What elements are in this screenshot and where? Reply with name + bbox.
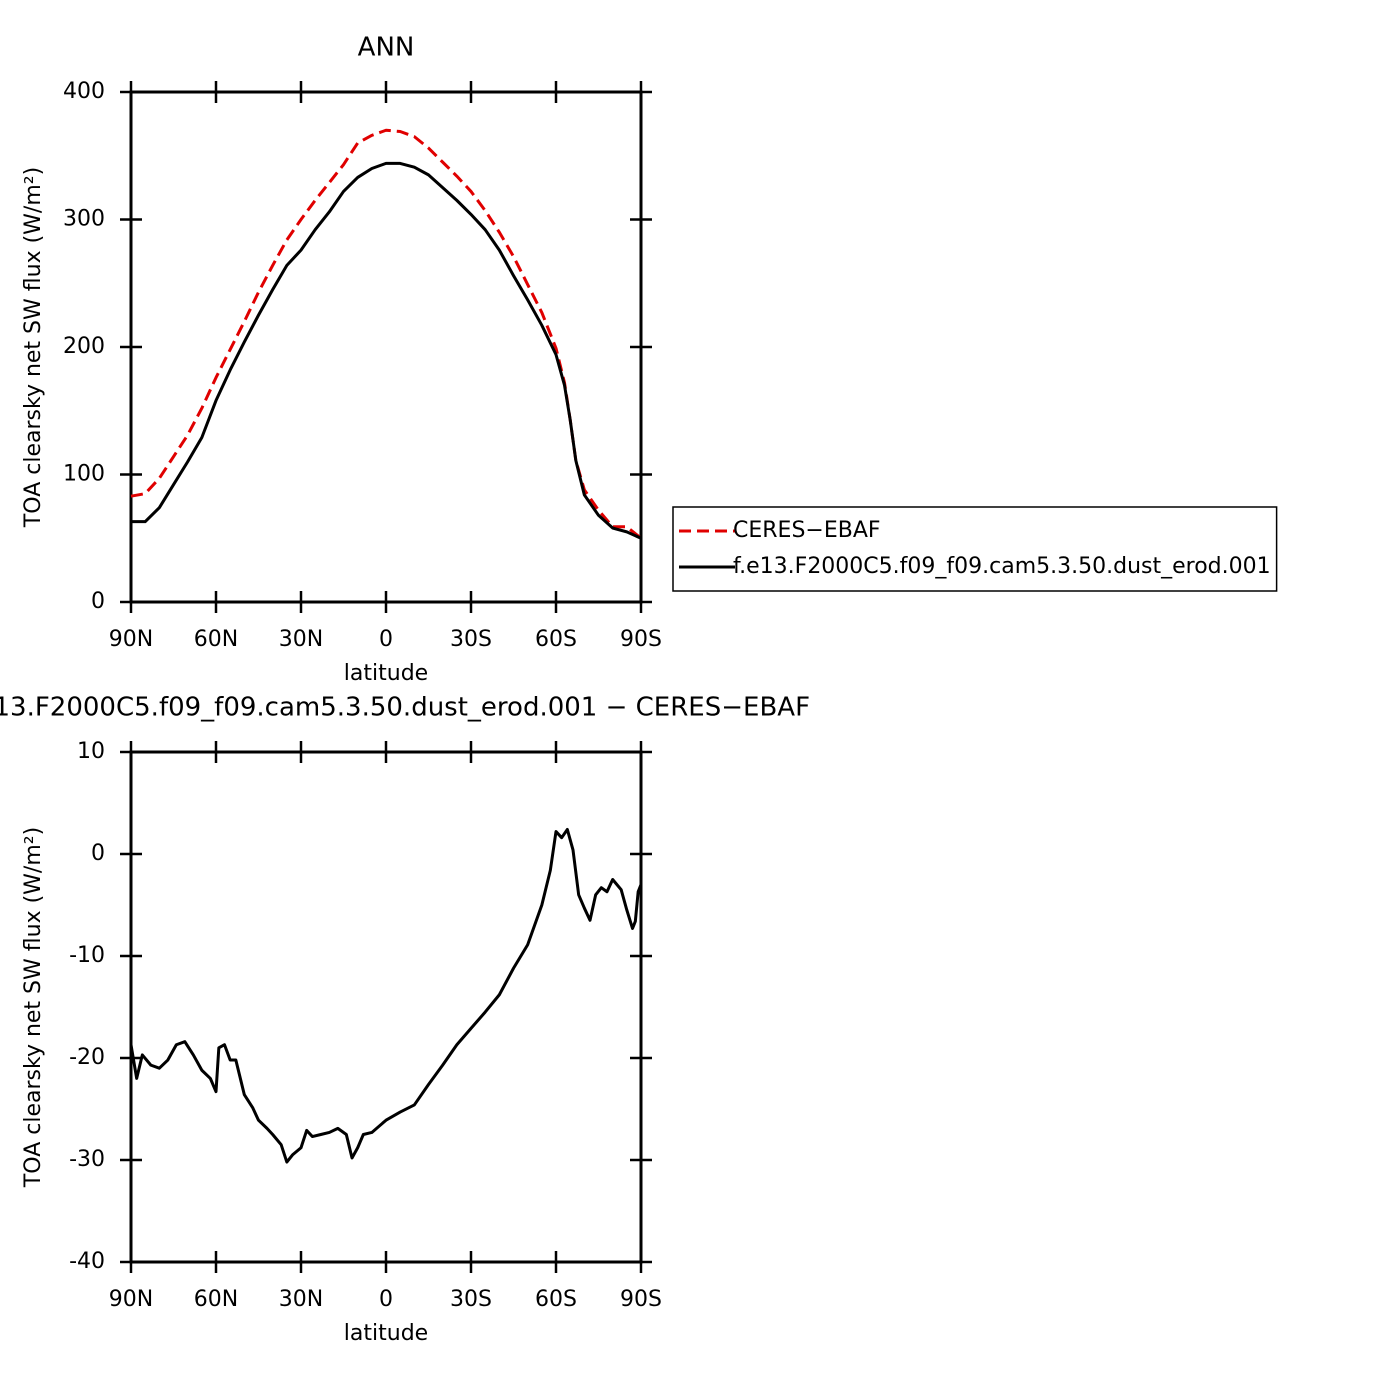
y-tick-label: 300 [63, 207, 105, 232]
y-tick-label: 0 [91, 841, 105, 866]
legend-label: f.e13.F2000C5.f09_f09.cam5.3.50.dust_ero… [733, 554, 1271, 579]
x-tick-label: 60S [535, 1287, 577, 1312]
y-axis-label: TOA clearsky net SW flux (W/m²) [21, 167, 46, 528]
x-axis-label: latitude [344, 1321, 428, 1346]
y-tick-label: 100 [63, 462, 105, 487]
data-line [129, 828, 643, 1164]
data-line [131, 161, 642, 540]
x-tick-label: 30S [450, 627, 492, 652]
x-tick-label: 90S [620, 1287, 662, 1312]
y-axis-label: TOA clearsky net SW flux (W/m²) [21, 827, 46, 1188]
legend-box [672, 506, 1278, 592]
x-tick-label: 90N [109, 1287, 153, 1312]
x-tick-label: 30N [279, 1287, 323, 1312]
y-tick-label: 400 [63, 79, 105, 104]
y-tick-label: 200 [63, 334, 105, 359]
x-axis-label: latitude [344, 661, 428, 686]
x-tick-label: 30N [279, 627, 323, 652]
data-line [130, 128, 642, 540]
x-tick-label: 60N [194, 1287, 238, 1312]
y-tick-label: 10 [77, 739, 105, 764]
chart-title: f.e13.F2000C5.f09_f09.cam5.3.50.dust_ero… [0, 693, 810, 723]
plot-frame [129, 750, 643, 1264]
x-tick-label: 90S [620, 627, 662, 652]
y-tick-label: 0 [91, 589, 105, 614]
chart-title: ANN [358, 33, 415, 63]
x-tick-label: 0 [379, 627, 393, 652]
y-tick-label: -10 [69, 943, 105, 968]
x-tick-label: 30S [450, 1287, 492, 1312]
plot-frame [129, 90, 643, 604]
y-tick-label: -40 [69, 1249, 105, 1274]
x-tick-label: 0 [379, 1287, 393, 1312]
y-tick-label: -30 [69, 1147, 105, 1172]
x-tick-label: 90N [109, 627, 153, 652]
y-tick-label: -20 [69, 1045, 105, 1070]
x-tick-label: 60S [535, 627, 577, 652]
legend-label: CERES−EBAF [733, 518, 881, 543]
x-tick-label: 60N [194, 627, 238, 652]
